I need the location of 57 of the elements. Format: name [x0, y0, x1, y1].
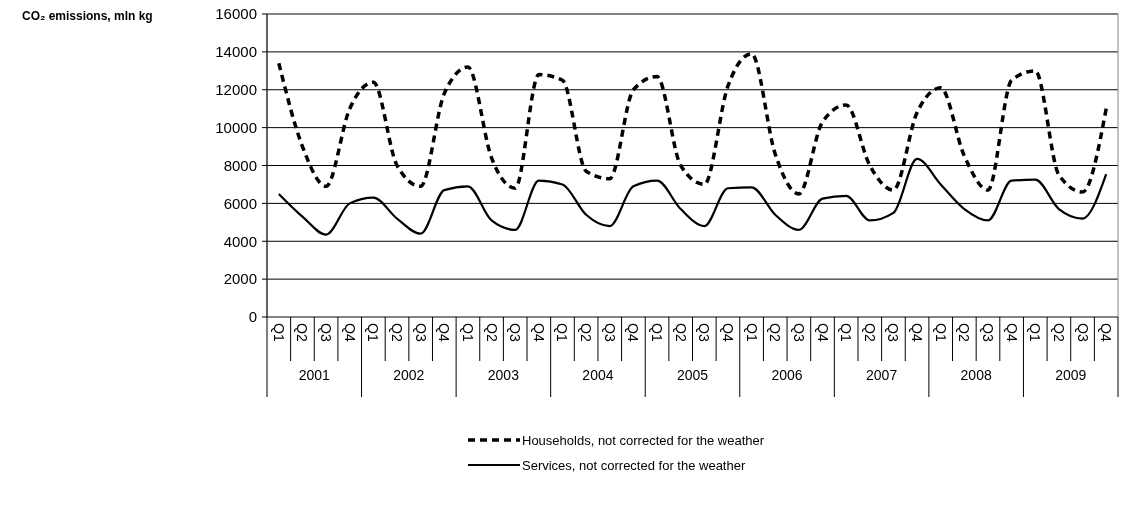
legend-label: Services, not corrected for the weather [522, 457, 746, 473]
x-tick-label: Q2 [861, 323, 878, 342]
y-tick-label: 4000 [223, 232, 257, 250]
x-tick-label: Q3 [1074, 323, 1091, 342]
y-tick-label: 16000 [215, 5, 257, 23]
x-tick-label: Q4 [909, 323, 926, 342]
x-tick-label: Q2 [389, 323, 406, 342]
x-tick-label: Q3 [696, 323, 713, 342]
x-tick-label: Q2 [483, 323, 500, 342]
y-tick-label: 6000 [223, 194, 257, 212]
x-tick-label: Q3 [601, 323, 618, 342]
x-tick-label: Q4 [436, 323, 453, 342]
text: CO₂ emissions, mln kg [22, 9, 153, 23]
x-tick-label: Q2 [956, 323, 973, 342]
x-tick-label: Q1 [838, 323, 855, 342]
x-tick-label: Q2 [672, 323, 689, 342]
x-tick-label: Q4 [625, 323, 642, 342]
text: 2001 [298, 367, 331, 383]
text: 2003 [487, 367, 520, 383]
x-tick-label: Q1 [554, 323, 571, 342]
x-tick-label: Q4 [530, 323, 547, 342]
x-tick-label: Q2 [294, 323, 311, 342]
x-tick-label: Q4 [341, 323, 358, 342]
text: 2004 [582, 367, 614, 383]
x-tick-label: Q1 [270, 323, 287, 342]
x-tick-label: Q3 [790, 323, 807, 342]
text: 2002 [393, 367, 425, 383]
text: 2005 [676, 367, 709, 383]
y-tick-label: 0 [248, 308, 257, 326]
x-tick-label: Q4 [719, 323, 736, 342]
x-tick-label: Q3 [507, 323, 524, 342]
x-tick-label: Q4 [1098, 323, 1115, 342]
x-tick-label: Q3 [979, 323, 996, 342]
x-tick-label: Q3 [412, 323, 429, 342]
x-tick-label: Q2 [767, 323, 784, 342]
x-tick-label: Q3 [318, 323, 335, 342]
text: 2006 [771, 367, 803, 383]
text: 2007 [866, 367, 898, 383]
x-tick-label: Q1 [649, 323, 666, 342]
y-tick-label: 10000 [215, 118, 257, 136]
x-tick-label: Q1 [743, 323, 760, 342]
x-tick-label: Q2 [1050, 323, 1067, 342]
x-tick-label: Q3 [885, 323, 902, 342]
x-tick-label: Q1 [932, 323, 949, 342]
y-tick-label: 2000 [223, 270, 257, 288]
x-tick-label: Q1 [1027, 323, 1044, 342]
text: 2008 [960, 367, 992, 383]
x-tick-label: Q1 [459, 323, 476, 342]
text: 2009 [1055, 367, 1087, 383]
x-tick-label: Q2 [578, 323, 595, 342]
legend-label: Households, not corrected for the weather [522, 432, 765, 448]
y-tick-label: 14000 [215, 43, 257, 61]
y-tick-label: 12000 [215, 81, 257, 98]
x-tick-label: Q1 [365, 323, 382, 342]
x-tick-label: Q4 [814, 323, 831, 342]
y-tick-label: 8000 [223, 156, 257, 174]
x-tick-label: Q4 [1003, 323, 1020, 342]
